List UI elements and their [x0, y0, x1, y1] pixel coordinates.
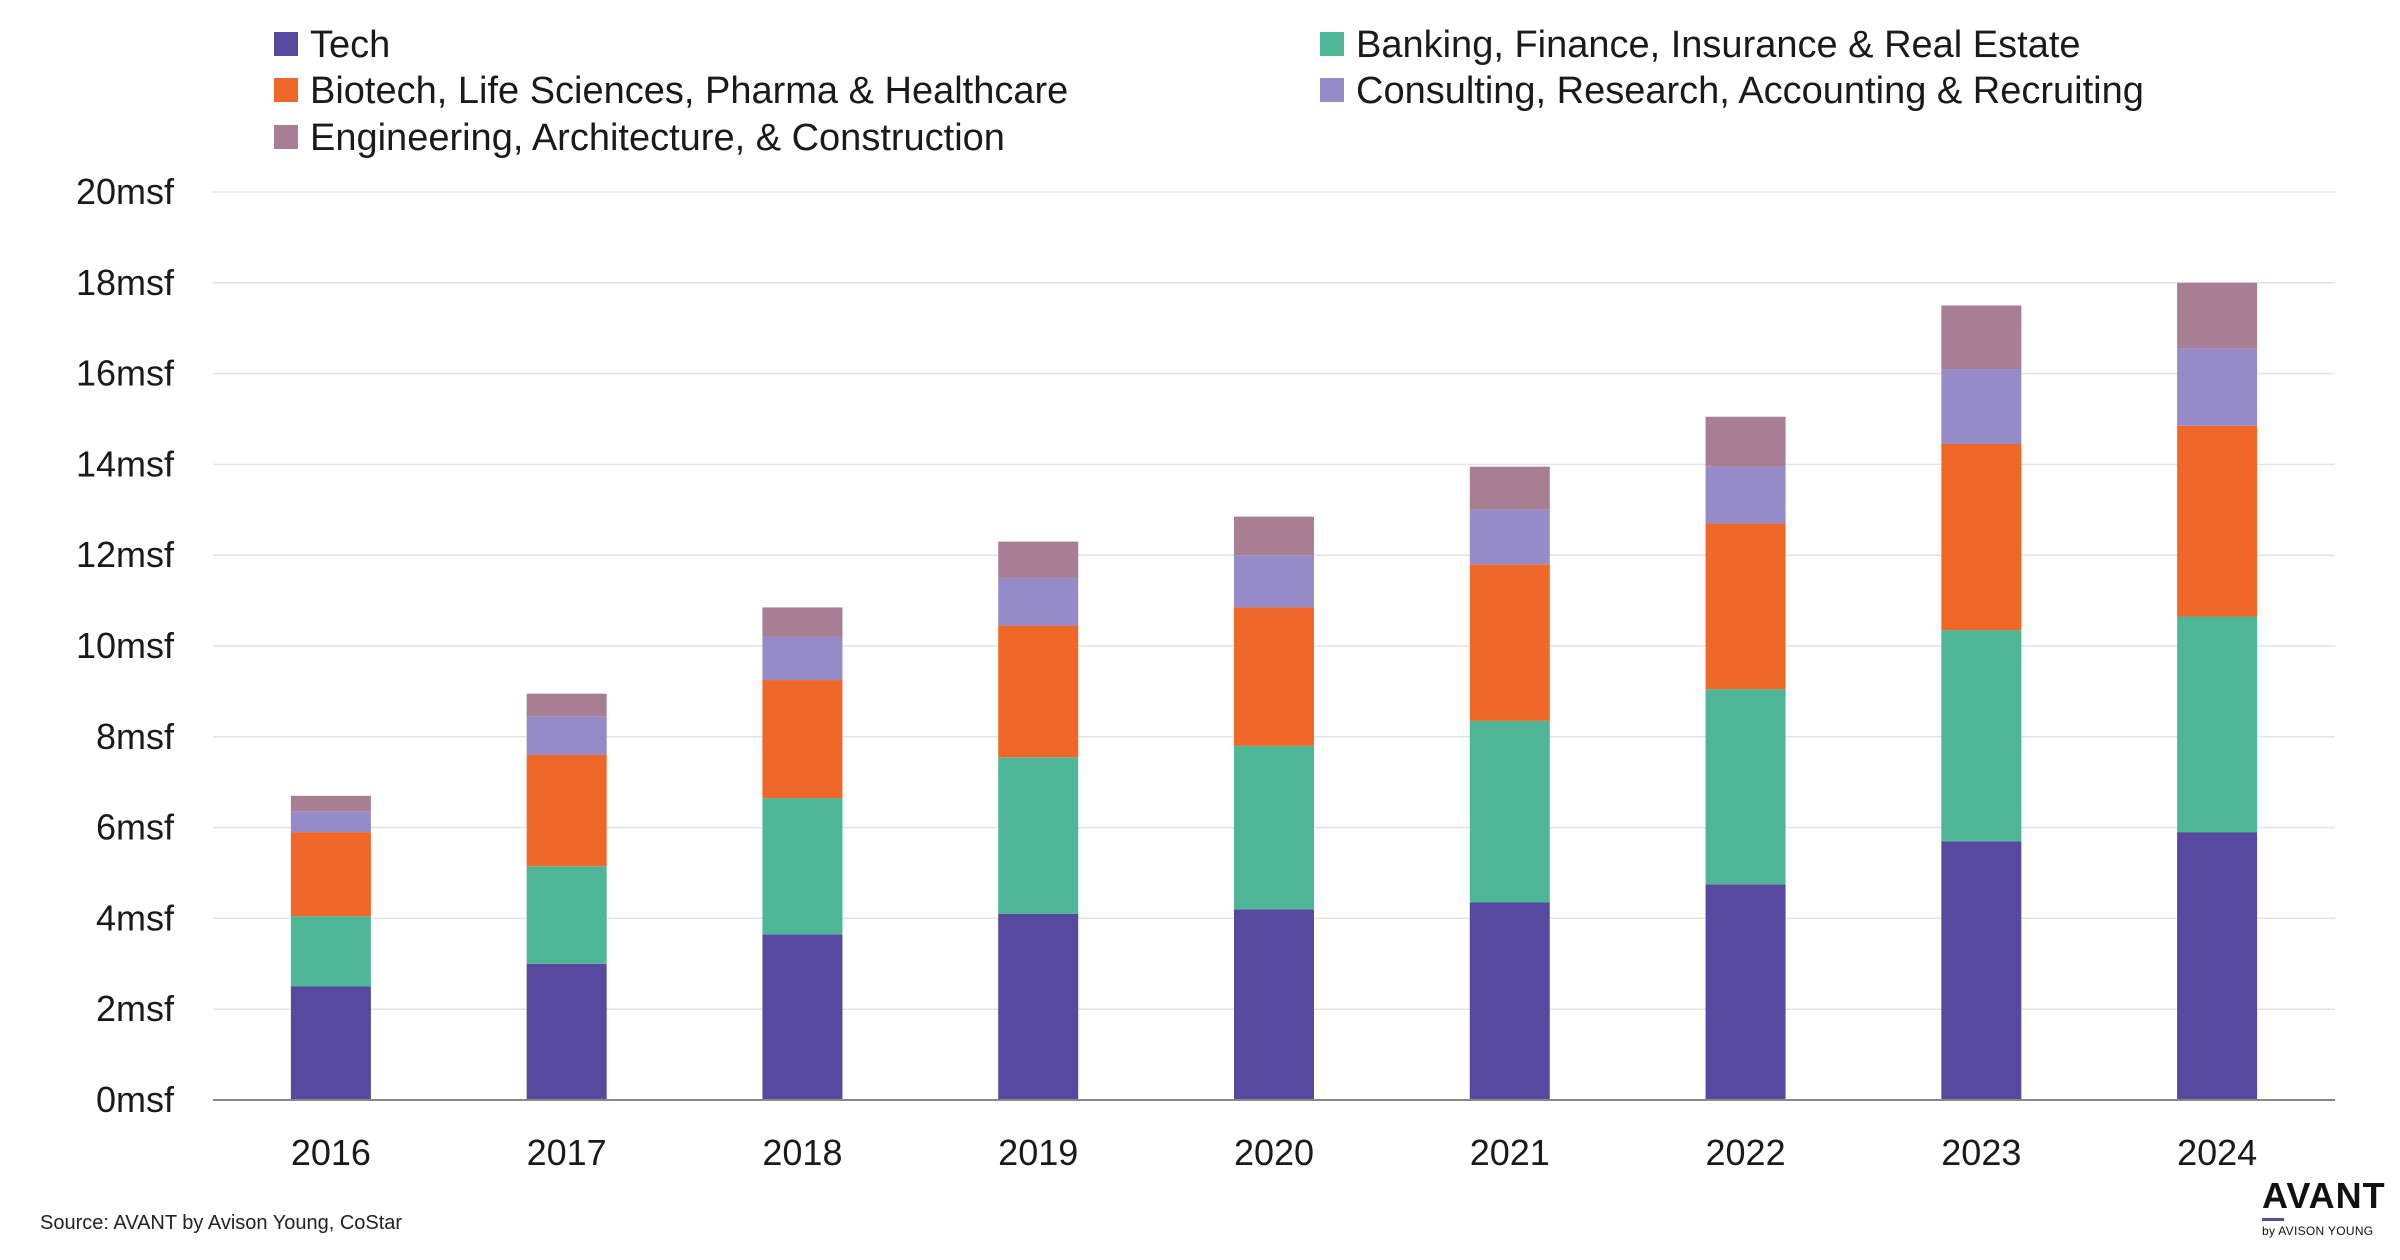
x-tick-label: 2021 [1470, 1132, 1550, 1173]
y-tick-label: 16msf [76, 353, 175, 394]
bar-segment [762, 607, 843, 637]
legend-swatch [1320, 78, 1344, 102]
axes: 0msf 2msf 4msf 6msf 8msf 10msf 12msf 14msf 16msf… [76, 171, 2335, 1173]
bar-segment [290, 916, 371, 987]
x-tick-label: 2018 [762, 1132, 842, 1173]
legend-label: Biotech, Life Sciences, Pharma & Healthc… [310, 70, 1068, 112]
x-tick-label: 2022 [1706, 1132, 1786, 1173]
y-tick-label: 8msf [96, 716, 175, 757]
y-tick-label: 2msf [96, 988, 175, 1029]
bar-segment [1941, 841, 2022, 1100]
bar-segment [1705, 523, 1786, 690]
y-tick-label: 14msf [76, 443, 175, 484]
legend-label: Engineering, Architecture, & Constructio… [310, 117, 1005, 159]
bar-segment [762, 636, 843, 681]
legend-swatch [274, 125, 298, 149]
bar-segment [998, 757, 1079, 914]
bar-segment [998, 577, 1079, 626]
bar-segment [1941, 305, 2022, 370]
bar-segment [1469, 509, 1550, 565]
bar-segment [1469, 902, 1550, 1100]
x-tick-label: 2016 [291, 1132, 371, 1173]
bar-segment [290, 832, 371, 917]
bar-segment [1941, 443, 2022, 631]
x-tick-label: 2023 [1941, 1132, 2021, 1173]
bar-segment [1705, 884, 1786, 1100]
y-tick-label: 12msf [76, 534, 175, 575]
y-tick-label: 20msf [76, 171, 175, 212]
bar-segment [1469, 466, 1550, 510]
bar-segment [2177, 616, 2258, 833]
bar-segment [1705, 466, 1786, 524]
bar-segment [762, 934, 843, 1100]
bar-segment [1234, 516, 1314, 556]
bar-segment [762, 798, 843, 935]
y-tick-label: 18msf [76, 262, 175, 303]
logo-subtitle: by AVISON YOUNG [2262, 1224, 2374, 1238]
legend-swatch [1320, 32, 1344, 56]
legend-label: Tech [310, 24, 390, 66]
source-note: Source: AVANT by Avison Young, CoStar [40, 1212, 403, 1234]
bar-segment [1234, 745, 1314, 910]
y-tick-label: 6msf [96, 807, 175, 848]
bar-segment [1941, 369, 2022, 444]
legend-swatch [274, 32, 298, 56]
y-tick-label: 10msf [76, 625, 175, 666]
bar-segment [2177, 282, 2258, 349]
bar-segment [1705, 689, 1786, 885]
bar-segment [1469, 720, 1550, 903]
bar-segment [2177, 425, 2258, 617]
bar-segment [2177, 348, 2258, 426]
bar-segment [1941, 630, 2022, 842]
bar-segment [526, 866, 607, 964]
bar-segment [1234, 555, 1314, 608]
bar-segment [290, 811, 371, 833]
bar-segment [290, 986, 371, 1100]
x-tick-label: 2017 [527, 1132, 607, 1173]
bar-segment [526, 693, 607, 717]
bar-segment [998, 913, 1079, 1100]
bar-segment [998, 541, 1079, 578]
legend-label: Consulting, Research, Accounting & Recru… [1356, 70, 2144, 112]
bar-segment [290, 795, 371, 812]
legend: Tech Banking, Finance, Insurance & Real E… [274, 24, 2144, 159]
logo-accent-bar [2262, 1218, 2284, 1221]
legend-label: Banking, Finance, Insurance & Real Estat… [1356, 24, 2081, 66]
bar-segment [2177, 832, 2258, 1100]
bar-segment [1469, 564, 1550, 721]
x-tick-label: 2019 [998, 1132, 1078, 1173]
bar-segment [526, 754, 607, 867]
avant-logo: AVANT by AVISON YOUNG [2262, 1175, 2386, 1238]
y-tick-label: 4msf [96, 897, 175, 938]
y-tick-label: 0msf [96, 1079, 175, 1120]
bar-segment [998, 625, 1079, 758]
bar-segment [1234, 909, 1314, 1100]
bar-segment [1234, 607, 1314, 746]
x-tick-label: 2020 [1234, 1132, 1314, 1173]
legend-swatch [274, 78, 298, 102]
bar-segment [526, 963, 607, 1100]
bar-segment [762, 680, 843, 799]
bar-segment [1705, 416, 1786, 467]
x-tick-label: 2024 [2177, 1132, 2257, 1173]
logo-wordmark: AVANT [2262, 1175, 2386, 1216]
bars [290, 282, 2258, 1100]
bar-segment [526, 716, 607, 755]
